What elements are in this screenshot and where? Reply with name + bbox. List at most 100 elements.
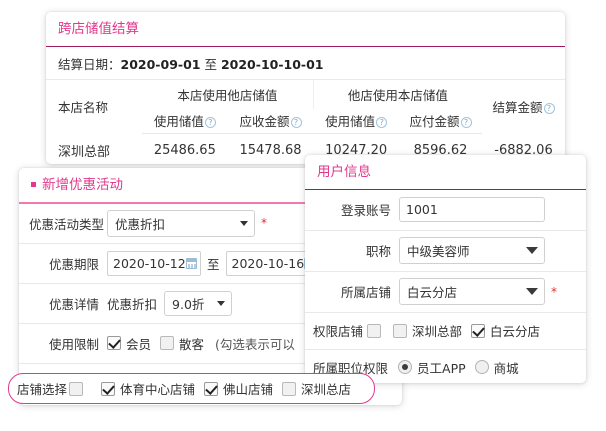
cross-store-settlement-panel: 跨店储值结算 结算日期：2020-09-01 至 2020-10-10-01 本… bbox=[46, 12, 565, 164]
promo-limit-hint: (勾选表示可以 bbox=[215, 336, 295, 352]
role-option-0[interactable]: 员工APP bbox=[398, 358, 466, 377]
perm-store-option-0[interactable]: 深圳总部 bbox=[393, 321, 462, 340]
th-group-use-other-store: 本店使用他店储值 bbox=[142, 79, 314, 109]
checkbox-icon[interactable] bbox=[101, 381, 116, 396]
promo-period-to-input[interactable]: 2020-10-16 bbox=[225, 250, 320, 276]
user-store-select[interactable]: 白云分店 bbox=[399, 278, 545, 305]
chevron-down-icon bbox=[526, 288, 538, 295]
th-used-stored-1: 使用储值? bbox=[142, 108, 228, 134]
perm-store-option-0-label: 深圳总部 bbox=[412, 324, 463, 339]
radio-icon[interactable] bbox=[474, 360, 489, 374]
store-option-0[interactable]: 体育中心店铺 bbox=[101, 379, 195, 398]
store-option-0-label: 体育中心店铺 bbox=[120, 382, 196, 397]
settlement-sub-header-row: 使用储值? 应收金额? 使用储值? 应付金额? bbox=[46, 108, 565, 134]
promo-period-from-value: 2020-10-12 bbox=[113, 255, 186, 271]
table-row: 深圳总部 25486.65 15478.68 10247.20 8596.62 … bbox=[46, 134, 565, 168]
settlement-date-from: 2020-09-01 bbox=[120, 56, 201, 72]
perm-store-all-checkbox[interactable] bbox=[367, 323, 382, 338]
chevron-down-icon bbox=[526, 247, 538, 254]
user-perm-store-label: 权限店铺 bbox=[313, 324, 364, 339]
user-title-label: 职称 bbox=[365, 244, 391, 259]
promo-type-row: 优惠活动类型 优惠折扣 * bbox=[19, 204, 402, 244]
promo-type-label: 优惠活动类型 bbox=[29, 216, 105, 232]
promo-period-row: 优惠期限 2020-10-12 至 2020-10-16 bbox=[19, 244, 402, 284]
th-settle-amount-label: 结算金额 bbox=[492, 100, 543, 115]
promo-detail-label: 优惠详情 bbox=[48, 296, 99, 312]
user-account-label: 登录账号 bbox=[340, 203, 391, 218]
promo-detail-row: 优惠详情 优惠折扣 9.0折 bbox=[19, 284, 402, 324]
user-account-value: 1001 bbox=[406, 202, 438, 217]
promo-period-to-value: 2020-10-16 bbox=[231, 255, 305, 271]
store-select-all-checkbox[interactable] bbox=[69, 381, 84, 396]
user-title-select[interactable]: 中级美容师 bbox=[399, 237, 545, 264]
th-receivable: 应收金额? bbox=[227, 108, 314, 134]
store-select-highlight-row: 店铺选择 体育中心店铺 佛山店铺 深圳总店 bbox=[8, 373, 375, 404]
user-account-input[interactable]: 1001 bbox=[399, 197, 545, 222]
promo-type-required: * bbox=[261, 216, 267, 230]
role-option-1[interactable]: 商城 bbox=[474, 358, 519, 377]
checkbox-icon[interactable] bbox=[160, 336, 175, 350]
th-used-stored-2: 使用储值? bbox=[313, 108, 400, 134]
promo-limit-label: 使用限制 bbox=[48, 336, 99, 352]
user-perm-store-row: 权限店铺 深圳总部 白云分店 bbox=[305, 313, 586, 350]
help-icon-payable[interactable]: ? bbox=[460, 117, 472, 129]
cell-receivable: 15478.68 bbox=[239, 143, 302, 159]
promo-type-select[interactable]: 优惠折扣 bbox=[107, 209, 255, 237]
user-store-value: 白云分店 bbox=[407, 285, 458, 300]
settlement-group-header-row: 本店名称 本店使用他店储值 他店使用本店储值 结算金额? bbox=[46, 79, 565, 115]
promo-limit-member-checkbox[interactable]: 会员 bbox=[107, 334, 151, 353]
store-option-1-label: 佛山店铺 bbox=[223, 382, 274, 397]
user-info-panel: 用户信息 登录账号 1001 职称 中级美容师 所属店铺 白云分店 * bbox=[305, 155, 586, 383]
role-option-0-label: 员工APP bbox=[417, 360, 466, 376]
store-option-2-label: 深圳总店 bbox=[301, 382, 352, 397]
help-icon-used-stored-1[interactable]: ? bbox=[204, 117, 216, 129]
help-icon-receivable[interactable]: ? bbox=[290, 117, 302, 129]
th-store-name: 本店名称 bbox=[58, 100, 109, 115]
user-role-perm-label: 所属职位权限 bbox=[313, 360, 389, 376]
user-panel-title: 用户信息 bbox=[305, 155, 586, 190]
settlement-date-sep: 至 bbox=[204, 56, 217, 72]
promo-limit-walkin-checkbox[interactable]: 散客 bbox=[160, 334, 204, 353]
th-used-stored-1-label: 使用储值 bbox=[153, 114, 204, 130]
perm-store-option-1[interactable]: 白云分店 bbox=[471, 321, 540, 340]
th-payable: 应付金额? bbox=[399, 108, 482, 134]
user-title-row: 职称 中级美容师 bbox=[305, 231, 586, 272]
promo-limit-walkin-label: 散客 bbox=[179, 336, 205, 352]
checkbox-icon[interactable] bbox=[282, 381, 297, 396]
chevron-down-icon bbox=[217, 300, 226, 306]
help-icon-settle-amount[interactable]: ? bbox=[543, 103, 555, 114]
checkbox-icon[interactable] bbox=[471, 323, 486, 338]
help-icon-used-stored-2[interactable]: ? bbox=[376, 117, 388, 129]
radio-icon[interactable] bbox=[398, 360, 413, 374]
th-receivable-label: 应收金额 bbox=[239, 114, 290, 130]
user-title-value: 中级美容师 bbox=[407, 244, 470, 259]
role-option-1-label: 商城 bbox=[493, 360, 519, 376]
user-role-perm-row: 所属职位权限 员工APP 商城 bbox=[305, 350, 586, 385]
store-option-1[interactable]: 佛山店铺 bbox=[204, 379, 273, 398]
th-settle-amount: 结算金额? bbox=[482, 80, 565, 134]
cell-store-name: 深圳总部 bbox=[58, 145, 111, 160]
th-used-stored-2-label: 使用储值 bbox=[325, 114, 376, 130]
checkbox-icon[interactable] bbox=[107, 336, 121, 350]
store-option-2[interactable]: 深圳总店 bbox=[282, 379, 351, 398]
cell-payable: 8596.62 bbox=[413, 143, 468, 159]
store-select-label: 店铺选择 bbox=[17, 382, 68, 397]
promo-discount-select[interactable]: 9.0折 bbox=[164, 290, 233, 316]
calendar-icon[interactable] bbox=[185, 257, 197, 269]
checkbox-icon[interactable] bbox=[393, 323, 408, 338]
user-store-row: 所属店铺 白云分店 * bbox=[305, 272, 586, 313]
promo-limit-row: 使用限制 会员 散客 (勾选表示可以 bbox=[19, 324, 402, 364]
checkbox-icon[interactable] bbox=[204, 381, 219, 396]
settlement-date-to: 2020-10-10-01 bbox=[220, 56, 324, 72]
promo-period-separator: 至 bbox=[207, 256, 220, 272]
cell-settle-amount: -6882.06 bbox=[494, 143, 553, 158]
settlement-date-range: 结算日期：2020-09-01 至 2020-10-10-01 bbox=[46, 47, 565, 80]
chevron-down-icon bbox=[240, 220, 248, 226]
perm-store-option-1-label: 白云分店 bbox=[490, 324, 541, 339]
promo-period-from-input[interactable]: 2020-10-12 bbox=[107, 250, 201, 276]
promo-type-value: 优惠折扣 bbox=[115, 216, 166, 232]
promo-limit-member-label: 会员 bbox=[126, 336, 152, 352]
th-payable-label: 应付金额 bbox=[409, 114, 460, 130]
user-store-required: * bbox=[551, 284, 557, 299]
